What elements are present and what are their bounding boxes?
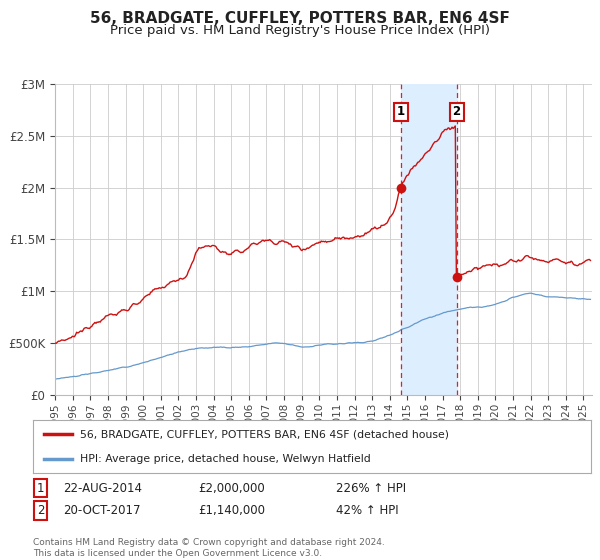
Text: 1: 1 — [397, 105, 405, 119]
Text: HPI: Average price, detached house, Welwyn Hatfield: HPI: Average price, detached house, Welw… — [80, 454, 371, 464]
Bar — [401, 84, 457, 395]
Text: 2: 2 — [37, 504, 44, 517]
Text: 226% ↑ HPI: 226% ↑ HPI — [336, 482, 406, 494]
Text: £2,000,000: £2,000,000 — [198, 482, 265, 494]
Text: 1: 1 — [37, 482, 44, 494]
Text: Price paid vs. HM Land Registry's House Price Index (HPI): Price paid vs. HM Land Registry's House … — [110, 24, 490, 36]
Text: 56, BRADGATE, CUFFLEY, POTTERS BAR, EN6 4SF: 56, BRADGATE, CUFFLEY, POTTERS BAR, EN6 … — [90, 11, 510, 26]
Text: 22-AUG-2014: 22-AUG-2014 — [63, 482, 142, 494]
Text: 2: 2 — [452, 105, 461, 119]
Text: Contains HM Land Registry data © Crown copyright and database right 2024.
This d: Contains HM Land Registry data © Crown c… — [33, 538, 385, 558]
Text: 20-OCT-2017: 20-OCT-2017 — [63, 504, 140, 517]
Text: 42% ↑ HPI: 42% ↑ HPI — [336, 504, 398, 517]
Text: £1,140,000: £1,140,000 — [198, 504, 265, 517]
Text: 56, BRADGATE, CUFFLEY, POTTERS BAR, EN6 4SF (detached house): 56, BRADGATE, CUFFLEY, POTTERS BAR, EN6 … — [80, 430, 449, 440]
